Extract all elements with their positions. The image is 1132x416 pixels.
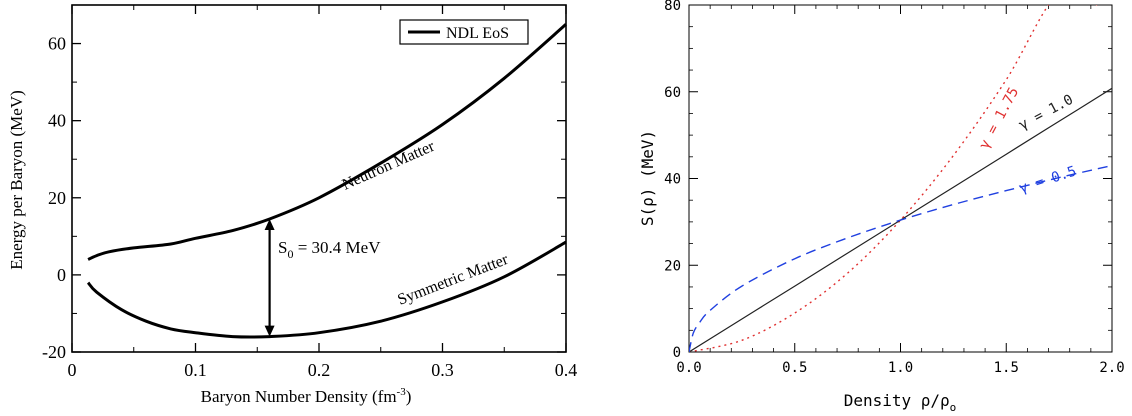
right-series-group xyxy=(689,5,1112,352)
right-x-tick-label: 1.0 xyxy=(888,360,913,376)
left-y-tick-label: 60 xyxy=(48,34,66,54)
s0-arrow xyxy=(264,218,275,337)
symmetric-matter-label: Symmetric Matter xyxy=(395,251,511,309)
right-y-tick-label: 0 xyxy=(673,345,681,361)
left-x-tick-label: 0 xyxy=(68,360,77,380)
gamma-0-5-label: γ = 0.5 xyxy=(1017,163,1078,196)
left-x-tick-label: 0.3 xyxy=(431,360,454,380)
gamma-0-5-curve xyxy=(689,164,1112,352)
right-y-tick-label: 80 xyxy=(664,0,681,14)
right-x-tick-label: 0.5 xyxy=(782,360,807,376)
right-y-tick-label: 20 xyxy=(664,258,681,274)
right-chart: 0.0 0.5 1.0 1.5 2.0 0 20 40 60 80 γ = 1.75 γ = 1.… xyxy=(638,0,1125,414)
right-x-tick-label: 2.0 xyxy=(1099,360,1124,376)
right-axis-ticks: 0.0 0.5 1.0 1.5 2.0 0 20 40 60 80 xyxy=(664,0,1125,376)
right-y-axis-label: S(ρ) (MeV) xyxy=(638,130,657,226)
left-y-tick-label: -20 xyxy=(42,342,66,362)
symmetric-matter-curve xyxy=(86,240,567,339)
left-x-axis-label: Baryon Number Density (fm-3) xyxy=(201,386,412,406)
left-series-group xyxy=(86,23,567,339)
legend-label: NDL EoS xyxy=(446,25,509,42)
left-y-axis-label: Energy per Baryon (MeV) xyxy=(7,90,26,270)
right-y-tick-label: 60 xyxy=(664,85,681,101)
gamma-1-75-label: γ = 1.75 xyxy=(976,85,1022,152)
left-x-tick-label: 0.4 xyxy=(555,360,578,380)
left-y-tick-label: 40 xyxy=(48,111,66,131)
gamma-1-0-label: γ = 1.0 xyxy=(1016,92,1076,134)
s0-arrow-head-top xyxy=(264,218,275,230)
gamma-1-75-curve xyxy=(689,5,1098,352)
neutron-matter-label: Neutron Matter xyxy=(340,138,438,194)
s0-arrow-head-bottom xyxy=(264,325,275,337)
right-x-tick-label: 0.0 xyxy=(676,360,701,376)
left-x-tick-label: 0.1 xyxy=(184,360,207,380)
left-y-tick-label: 20 xyxy=(48,188,66,208)
left-y-tick-label: 0 xyxy=(57,265,66,285)
left-x-tick-label: 0.2 xyxy=(308,360,331,380)
right-x-tick-label: 1.5 xyxy=(994,360,1019,376)
left-legend: NDL EoS xyxy=(399,19,529,45)
left-plot-frame xyxy=(71,4,567,353)
right-y-tick-label: 40 xyxy=(664,172,681,188)
right-x-axis-label: Density ρ/ρo xyxy=(844,391,957,414)
neutron-matter-curve xyxy=(87,23,567,261)
s0-annotation: S0 = 30.4 MeV xyxy=(278,238,381,261)
